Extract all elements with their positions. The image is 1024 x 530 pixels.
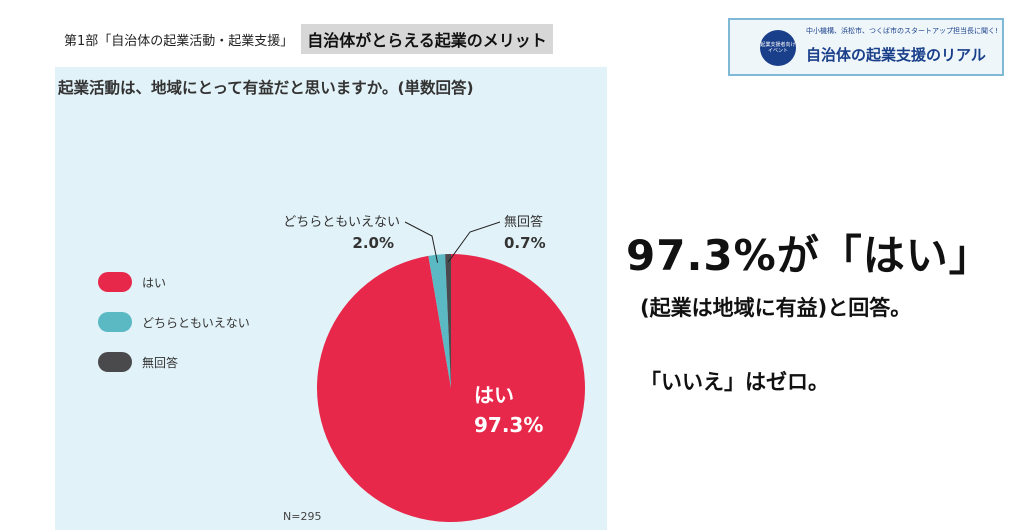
page-title: 自治体がとらえる起業のメリット [301,24,553,54]
pie-slice-neutral [428,254,451,388]
headline-stat: 97.3%が「はい」 [626,231,992,280]
chart-legend: はい どちらともいえない 無回答 [98,272,250,392]
event-seal: 起業支援者向け イベント [760,30,796,66]
slice-value-no-answer: 0.7% [504,234,546,252]
legend-label: どちらともいえない [142,315,250,330]
legend-label: はい [142,275,167,290]
legend-swatch-yes [98,272,132,292]
sample-size: N=295 [283,510,322,523]
legend-item: 無回答 [98,352,250,372]
chart-title: 起業活動は、地域にとって有益だと思いますか。(単数回答) [58,79,474,97]
slice-label-neutral: どちらともいえない [283,215,400,230]
event-banner[interactable]: 起業支援者向け イベント 中小機構、浜松市、つくば市のスタートアップ担当長に聞く… [728,18,1004,76]
legend-item: はい [98,272,250,292]
banner-title: 自治体の起業支援のリアル [806,46,986,64]
legend-swatch-neutral [98,312,132,332]
slice-value-neutral: 2.0% [352,234,394,252]
part-label: 第1部「自治体の起業活動・起業支援」 [64,33,294,49]
legend-item: どちらともいえない [98,312,250,332]
page-header: 第1部「自治体の起業活動・起業支援」 自治体がとらえる起業のメリット [64,24,553,54]
slice-label-yes: はい [474,383,514,407]
leader-line-neutral [404,221,439,263]
headline-subtext: (起業は地域に有益)と回答。 [640,296,912,320]
zero-no-note: 「いいえ」はゼロ。 [640,370,829,394]
slice-value-yes: 97.3% [474,413,543,437]
pie-slice-no-answer [445,254,451,388]
legend-label: 無回答 [142,355,179,370]
slice-label-no-answer: 無回答 [504,214,543,230]
legend-swatch-no-answer [98,352,132,372]
leader-line-no-answer [447,221,501,263]
banner-subtitle: 中小機構、浜松市、つくば市のスタートアップ担当長に聞く! [806,27,998,35]
